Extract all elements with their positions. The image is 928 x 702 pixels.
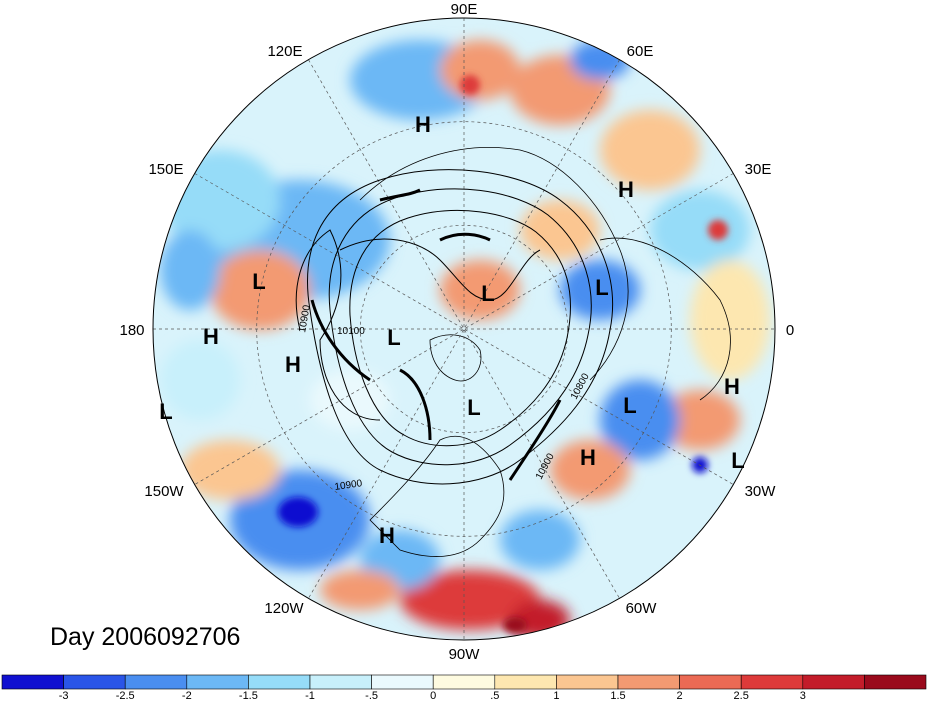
colorbar-tick-label: 1.5 bbox=[610, 690, 625, 702]
pressure-center-low: L bbox=[481, 281, 494, 306]
colorbar-tick-label: -1 bbox=[305, 690, 315, 702]
colorbar-tick-label: -2 bbox=[182, 690, 192, 702]
colorbar-swatch bbox=[494, 674, 557, 690]
longitude-labels: 90E 120E 60E 150E 30E 180 0 150W 30W 120… bbox=[119, 1, 794, 663]
pressure-center-low: L bbox=[731, 448, 744, 473]
colorbar-swatch bbox=[617, 674, 680, 690]
colorbar-swatch bbox=[186, 674, 249, 690]
map-boundary bbox=[152, 17, 776, 641]
pressure-center-high: H bbox=[203, 324, 219, 349]
day-label: Day 2006092706 bbox=[50, 623, 240, 651]
contour-label: 10900 bbox=[297, 304, 313, 334]
lon-label-180: 180 bbox=[119, 322, 144, 339]
pressure-center-low: L bbox=[467, 395, 480, 420]
lon-label-90e: 90E bbox=[451, 1, 478, 18]
colorbar-swatch bbox=[802, 674, 865, 690]
colorbar-swatch bbox=[740, 674, 804, 690]
lon-label-60w: 60W bbox=[626, 600, 658, 617]
jet-contours bbox=[310, 188, 562, 481]
pressure-center-high: H bbox=[618, 177, 634, 202]
lon-label-30w: 30W bbox=[745, 483, 777, 500]
colorbar-swatch bbox=[63, 674, 126, 690]
coastlines bbox=[359, 147, 731, 557]
lon-label-60e: 60E bbox=[627, 43, 654, 60]
lon-label-90w: 90W bbox=[449, 646, 481, 663]
colorbar-swatch bbox=[124, 674, 188, 690]
lon-label-120w: 120W bbox=[264, 600, 304, 617]
colorbar: -3 -2.5 -2 -1.5 -1 -.5 0 .5 1 1.5 2 2.5 3 bbox=[1, 674, 927, 702]
colorbar-swatch bbox=[248, 674, 311, 690]
colorbar-swatch bbox=[1, 674, 64, 690]
pressure-center-high: H bbox=[415, 112, 431, 137]
pressure-center-low: L bbox=[252, 269, 265, 294]
colorbar-swatch bbox=[309, 674, 372, 690]
colorbar-tick-label: .5 bbox=[490, 690, 499, 702]
colorbar-tick-label: 0 bbox=[430, 690, 436, 702]
pressure-center-low: L bbox=[595, 275, 608, 300]
graticule bbox=[153, 18, 775, 640]
pressure-center-high: H bbox=[379, 523, 395, 548]
colorbar-tick-label: 2 bbox=[677, 690, 683, 702]
pressure-center-low: L bbox=[159, 399, 172, 424]
colorbar-tick-label: -2.5 bbox=[116, 690, 135, 702]
anomaly-field bbox=[153, 18, 775, 640]
pressure-center-high: H bbox=[580, 445, 596, 470]
pressure-centers: H H L L L H H L L H L L H H L bbox=[159, 112, 744, 548]
colorbar-tick-label: 2.5 bbox=[734, 690, 749, 702]
pressure-center-low: L bbox=[387, 325, 400, 350]
lon-label-150e: 150E bbox=[148, 161, 183, 178]
pressure-center-low: L bbox=[623, 393, 636, 418]
colorbar-tick-label: -3 bbox=[59, 690, 69, 702]
colorbar-tick-label: 1 bbox=[553, 690, 559, 702]
contour-label: 10900 bbox=[334, 478, 364, 493]
colorbar-swatch bbox=[679, 674, 742, 690]
colorbar-tick-label: 3 bbox=[800, 690, 806, 702]
contour-label: 10100 bbox=[337, 326, 365, 337]
colorbar-swatch bbox=[371, 674, 434, 690]
colorbar-tick-label: -.5 bbox=[365, 690, 378, 702]
pressure-center-high: H bbox=[285, 352, 301, 377]
lon-label-120e: 120E bbox=[267, 43, 302, 60]
lon-label-30e: 30E bbox=[745, 161, 772, 178]
lon-label-150w: 150W bbox=[144, 483, 184, 500]
colorbar-tick-label: -1.5 bbox=[239, 690, 258, 702]
colorbar-swatch bbox=[556, 674, 619, 690]
lon-label-0: 0 bbox=[786, 322, 794, 339]
colorbar-swatch bbox=[864, 674, 927, 690]
colorbar-swatch bbox=[432, 674, 496, 690]
pressure-center-high: H bbox=[724, 374, 740, 399]
